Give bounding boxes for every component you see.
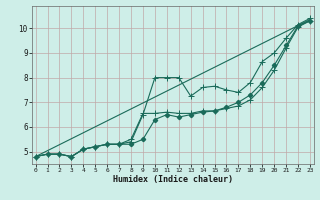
X-axis label: Humidex (Indice chaleur): Humidex (Indice chaleur): [113, 175, 233, 184]
